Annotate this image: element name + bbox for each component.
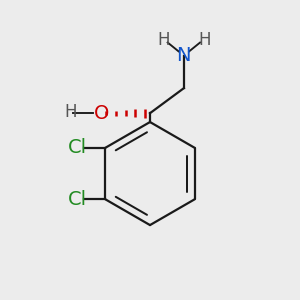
Text: N: N [177,46,191,65]
Text: H: H [198,31,211,49]
Text: H: H [157,31,169,49]
Text: O: O [94,104,109,123]
Text: Cl: Cl [68,138,87,157]
Text: H: H [64,103,77,121]
Text: Cl: Cl [68,190,87,209]
